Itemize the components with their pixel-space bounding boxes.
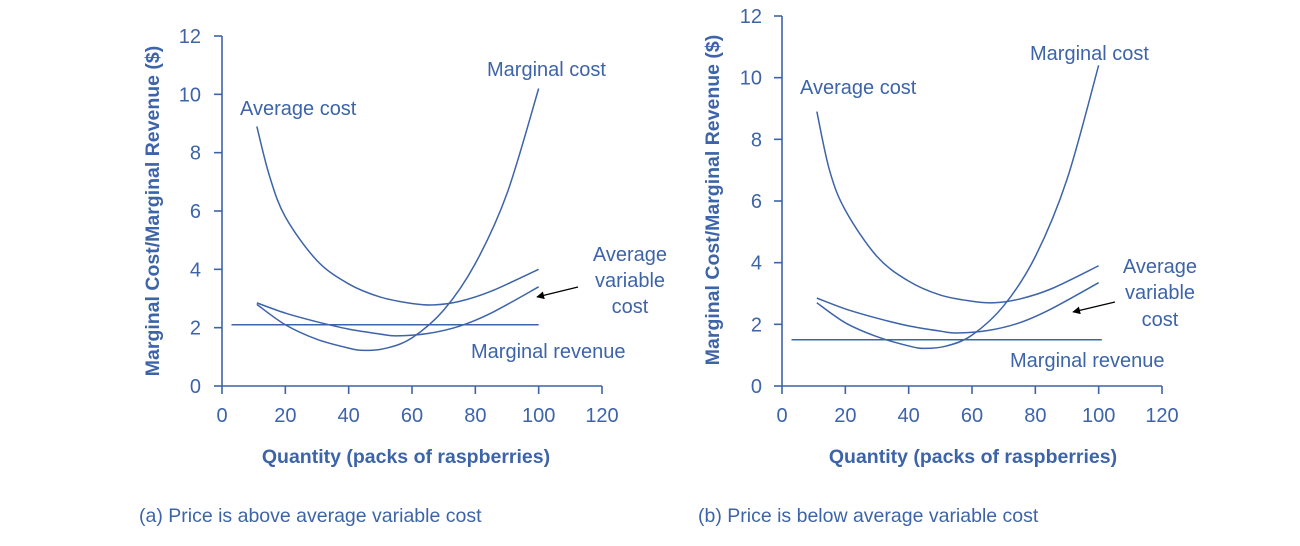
x-tick-label: 100 xyxy=(522,405,555,427)
label-average-cost: Average cost xyxy=(240,98,357,120)
label-avc-line1: Average xyxy=(593,244,667,266)
chart-a: Marginal Cost/Marginal Revenue ($) Quant… xyxy=(139,26,667,527)
series-marginal-cost xyxy=(256,88,540,352)
x-tick-label: 0 xyxy=(216,405,227,427)
chart-b: Marginal Cost/Marginal Revenue ($) Quant… xyxy=(698,6,1197,527)
x-tick-label: 60 xyxy=(961,405,983,427)
label-avc-line2: variable xyxy=(595,270,665,292)
y-tick-label: 4 xyxy=(751,253,762,275)
x-tick-label: 0 xyxy=(776,405,787,427)
label-marginal-revenue: Marginal revenue xyxy=(471,341,626,363)
series-average-variable-cost xyxy=(816,282,1100,334)
y-tick-label: 0 xyxy=(190,376,201,398)
y-tick-label: 12 xyxy=(179,26,201,48)
y-tick-label: 12 xyxy=(740,6,762,28)
y-tick-label: 4 xyxy=(190,259,201,281)
label-average-cost: Average cost xyxy=(800,77,917,99)
label-avc-line1: Average xyxy=(1123,256,1197,278)
y-tick-label: 0 xyxy=(751,376,762,398)
caption: (a) Price is above average variable cost xyxy=(139,505,482,527)
x-tick-label: 60 xyxy=(401,405,423,427)
avc-arrow xyxy=(536,286,579,300)
y-tick-label: 2 xyxy=(190,318,201,340)
y-axis-title: Marginal Cost/Marginal Revenue ($) xyxy=(142,46,164,376)
y-tick-label: 6 xyxy=(190,201,201,223)
x-tick-label: 120 xyxy=(1145,405,1178,427)
y-tick-label: 8 xyxy=(751,129,762,151)
label-avc-line2: variable xyxy=(1125,282,1195,304)
x-tick-label: 40 xyxy=(898,405,920,427)
series-average-variable-cost xyxy=(256,286,540,337)
label-marginal-revenue: Marginal revenue xyxy=(1010,350,1165,372)
x-tick-label: 40 xyxy=(338,405,360,427)
x-tick-label: 80 xyxy=(464,405,486,427)
y-tick-label: 6 xyxy=(751,191,762,213)
y-axis-title: Marginal Cost/Marginal Revenue ($) xyxy=(702,35,724,365)
y-tick-label: 2 xyxy=(751,314,762,336)
avc-arrow xyxy=(1072,301,1116,315)
label-marginal-cost: Marginal cost xyxy=(487,59,606,81)
series-average-cost xyxy=(256,126,539,306)
label-avc-line3: cost xyxy=(1142,309,1179,331)
y-tick-label: 10 xyxy=(740,68,762,90)
x-tick-label: 120 xyxy=(585,405,618,427)
label-marginal-cost: Marginal cost xyxy=(1030,43,1149,65)
x-tick-label: 20 xyxy=(274,405,296,427)
x-tick-label: 100 xyxy=(1082,405,1115,427)
label-avc-line3: cost xyxy=(612,296,649,318)
caption: (b) Price is below average variable cost xyxy=(698,505,1039,527)
x-axis-title: Quantity (packs of raspberries) xyxy=(262,446,550,468)
y-tick-label: 8 xyxy=(190,143,201,165)
x-tick-label: 80 xyxy=(1024,405,1046,427)
x-tick-label: 20 xyxy=(834,405,856,427)
x-axis-title: Quantity (packs of raspberries) xyxy=(829,446,1117,468)
y-tick-label: 10 xyxy=(179,84,201,106)
series-marginal-cost xyxy=(816,65,1100,350)
series-average-cost xyxy=(816,111,1099,304)
